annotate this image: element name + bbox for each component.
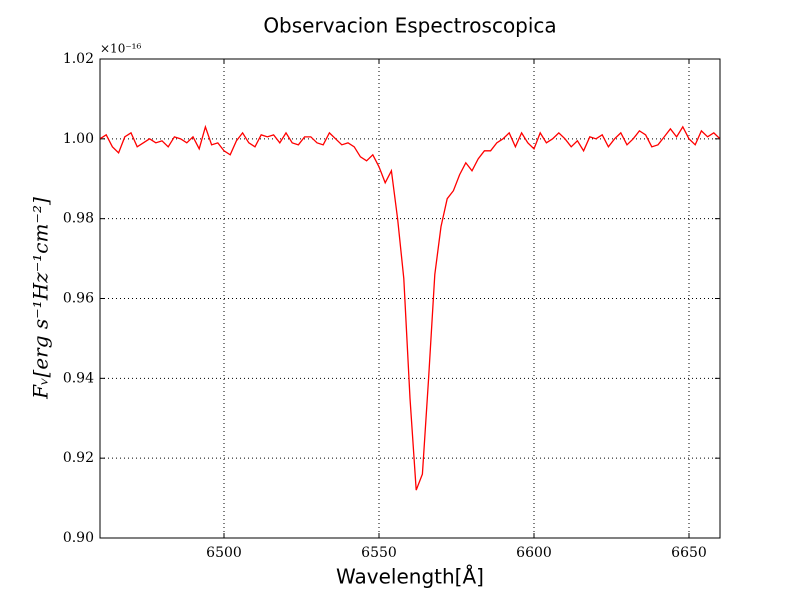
y-tick-label: 1.02 bbox=[63, 51, 94, 67]
y-offset-label: ×10⁻¹⁶ bbox=[100, 42, 141, 56]
x-tick-label: 6550 bbox=[361, 545, 397, 561]
x-tick-label: 6650 bbox=[671, 545, 707, 561]
y-tick-label: 0.96 bbox=[63, 291, 94, 307]
x-tick-label: 6600 bbox=[516, 545, 552, 561]
chart-title: Observacion Espectroscopica bbox=[263, 14, 556, 38]
y-tick-label: 0.94 bbox=[63, 370, 94, 386]
y-tick-label: 1.00 bbox=[63, 131, 94, 147]
y-tick-label: 0.92 bbox=[63, 450, 94, 466]
y-tick-label: 0.98 bbox=[63, 211, 94, 227]
plot-frame bbox=[99, 58, 721, 539]
x-axis-label: Wavelength[Å] bbox=[336, 565, 484, 589]
x-tick-label: 6500 bbox=[206, 545, 242, 561]
data-line bbox=[99, 124, 721, 491]
y-tick-label: 0.90 bbox=[63, 530, 94, 546]
y-axis-label: Fᵥ[erg s⁻¹Hz⁻¹cm⁻²] bbox=[29, 197, 53, 400]
